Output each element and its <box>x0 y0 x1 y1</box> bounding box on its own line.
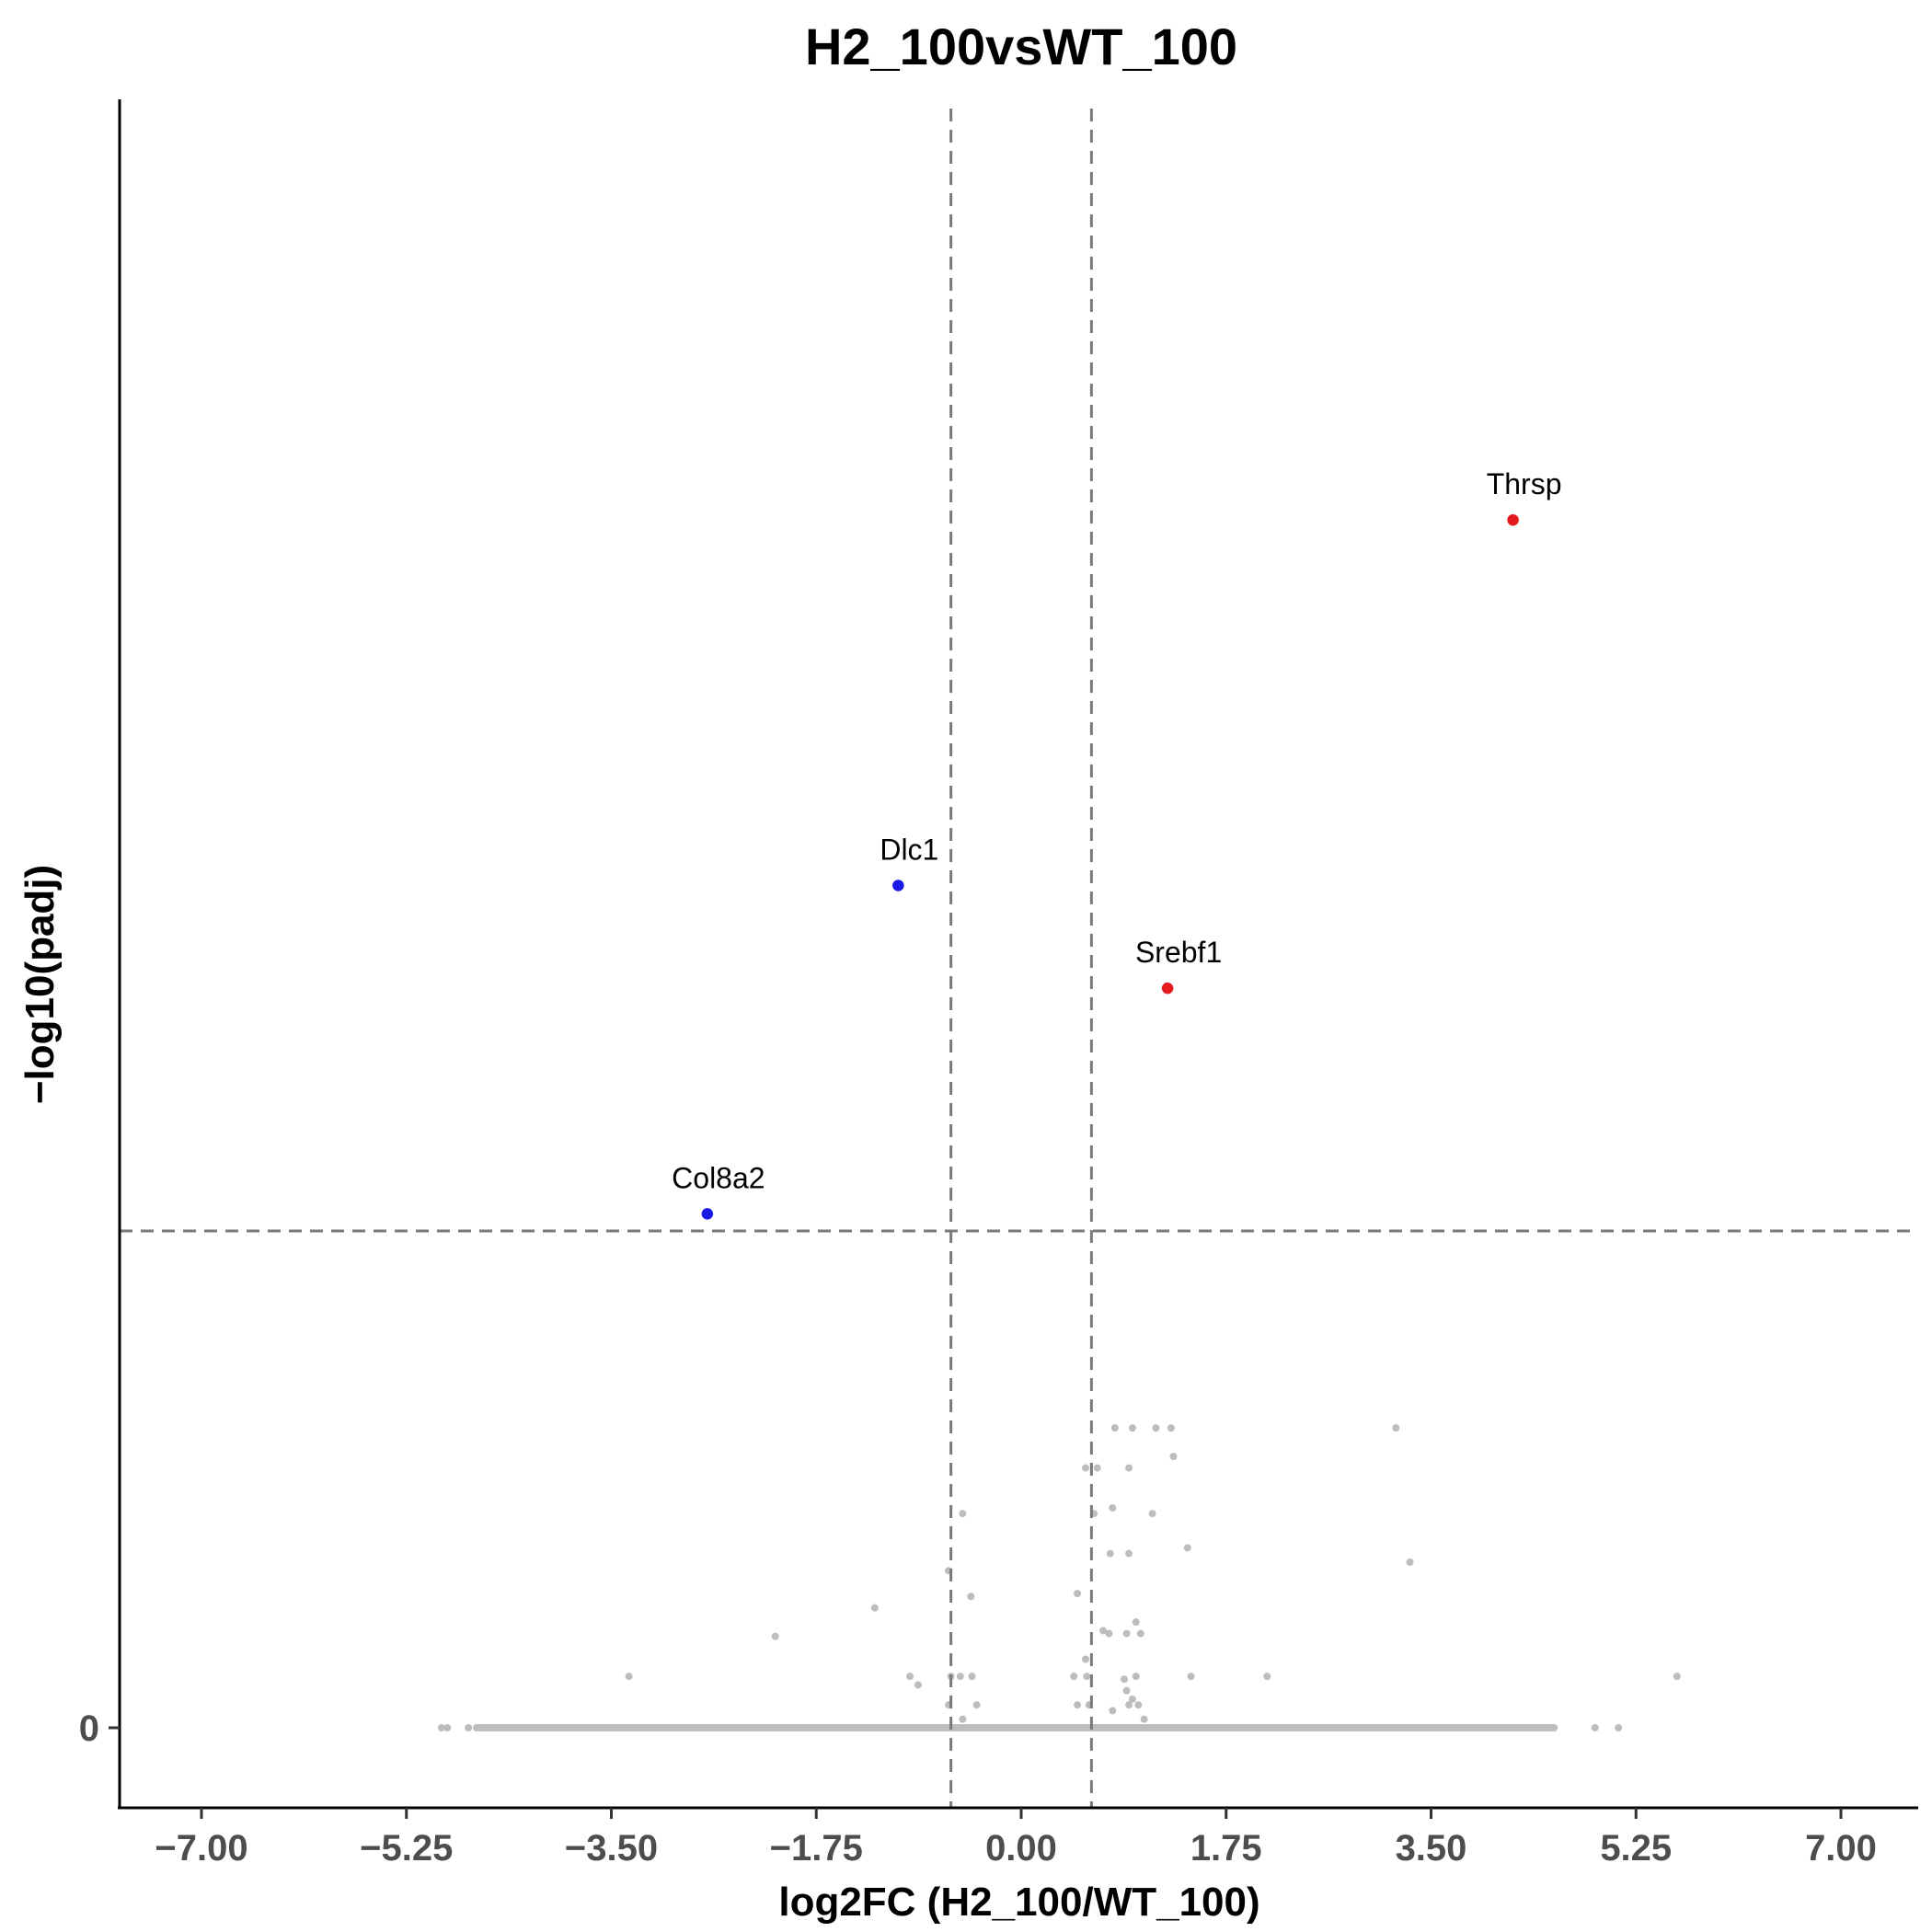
x-axis-title: log2FC (H2_100/WT_100) <box>778 1880 1259 1925</box>
x-tick-label: 7.00 <box>1805 1828 1877 1869</box>
ns-point <box>1070 1673 1078 1681</box>
ns-point <box>1132 1673 1140 1681</box>
ns-point <box>1125 1701 1133 1709</box>
x-tick-label: −5.25 <box>360 1828 453 1869</box>
gene-label-thrsp: Thrsp <box>1487 467 1562 500</box>
x-tick-label: 3.50 <box>1396 1828 1467 1869</box>
ns-point <box>1105 1629 1113 1638</box>
x-tick-label: 0.00 <box>985 1828 1057 1869</box>
ns-point <box>1122 1686 1131 1695</box>
ns-point <box>1082 1655 1090 1663</box>
ns-point <box>959 1510 967 1518</box>
point-srebf1 <box>1161 982 1174 995</box>
ns-point <box>1121 1675 1129 1684</box>
ns-point <box>1136 1629 1144 1638</box>
ns-point <box>1169 1453 1178 1461</box>
ns-point <box>1109 1707 1117 1715</box>
ns-point <box>1125 1464 1133 1472</box>
ns-point <box>914 1681 922 1689</box>
ns-point <box>1122 1629 1131 1638</box>
ns-point <box>1125 1549 1133 1558</box>
point-thrsp <box>1507 513 1519 526</box>
ns-point <box>1132 1618 1140 1627</box>
ns-point <box>625 1673 633 1681</box>
ns-point <box>771 1632 779 1640</box>
ns-point <box>906 1673 914 1681</box>
gene-label-dlc1: Dlc1 <box>880 833 938 866</box>
ns-point <box>1110 1424 1119 1432</box>
ns-point <box>443 1724 452 1731</box>
point-col8a2 <box>701 1208 714 1220</box>
gene-label-srebf1: Srebf1 <box>1135 936 1222 969</box>
x-tick-label: 5.25 <box>1600 1828 1672 1869</box>
ns-point <box>870 1604 879 1612</box>
ns-point <box>465 1724 473 1731</box>
ns-point <box>972 1701 981 1709</box>
ns-point <box>1128 1424 1136 1432</box>
point-dlc1 <box>892 880 904 891</box>
chart-title: H2_100vsWT_100 <box>805 17 1237 75</box>
x-tick-label: 1.75 <box>1190 1828 1262 1869</box>
ns-point <box>1148 1510 1156 1518</box>
ns-point <box>1167 1424 1175 1432</box>
ns-point <box>437 1724 445 1731</box>
ns-point <box>1591 1724 1599 1731</box>
ns-point <box>1099 1627 1108 1635</box>
ns-point <box>1109 1504 1117 1512</box>
ns-point <box>1392 1424 1400 1432</box>
ns-point <box>1140 1715 1148 1723</box>
ns-point <box>1152 1424 1160 1432</box>
ns-point <box>1082 1464 1090 1472</box>
ns-point <box>959 1715 967 1723</box>
ns-point <box>473 1724 481 1731</box>
ns-point <box>956 1673 964 1681</box>
ns-point <box>1263 1673 1271 1681</box>
ns-point <box>1074 1590 1082 1598</box>
x-tick-label: −3.50 <box>565 1828 658 1869</box>
ns-point <box>1106 1549 1114 1558</box>
ns-point <box>1134 1701 1143 1709</box>
y-axis-title: −log10(padj) <box>17 865 63 1104</box>
ns-point <box>1673 1673 1681 1681</box>
ns-point <box>1615 1724 1623 1731</box>
ns-point <box>1187 1673 1195 1681</box>
y-tick-label: 0 <box>79 1708 99 1749</box>
x-tick-label: −1.75 <box>770 1828 863 1869</box>
ns-point <box>1128 1695 1136 1703</box>
ns-point <box>1183 1544 1191 1552</box>
ns-point <box>1093 1464 1101 1472</box>
gene-label-col8a2: Col8a2 <box>672 1161 765 1194</box>
ns-point <box>1083 1673 1091 1681</box>
ns-point <box>968 1673 976 1681</box>
x-tick-label: −7.00 <box>155 1828 247 1869</box>
ns-point <box>967 1593 975 1601</box>
ns-point <box>1074 1701 1082 1709</box>
ns-point <box>1406 1558 1414 1566</box>
